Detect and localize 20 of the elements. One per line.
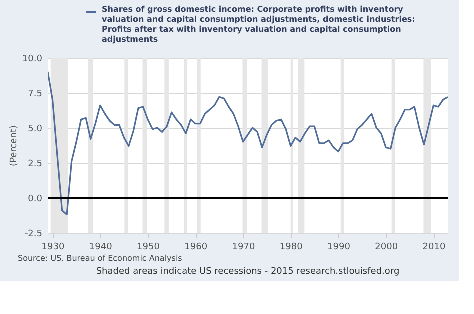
text: Shaded areas indicate US recessions - 2015 research.stlouisfed.org	[96, 267, 400, 277]
x-tick-label: 1930	[42, 242, 65, 252]
legend-label: Shares of gross domestic income: Corporate profits with inventory valuation and capital consumption adjustments, domestic industries: Profits after tax with inventory valuation and capital consumption adjustments	[102, 5, 416, 44]
y-tick-label: 2.5	[28, 160, 42, 170]
y-axis-title: (Percent)	[9, 126, 20, 166]
y-tick-label: 7.5	[28, 90, 42, 100]
x-tick-label: 1940	[89, 242, 113, 252]
x-tick-label: 1970	[232, 242, 256, 252]
y-tick-label: 0.0	[28, 194, 43, 204]
source-note: Source: US. Bureau of Economic Analysis	[18, 254, 182, 263]
x-tick-label: 2000	[375, 242, 398, 252]
x-tick-label: 2010	[422, 242, 446, 252]
x-tick-label: 1960	[184, 242, 208, 252]
y-tick-label: 10.0	[22, 54, 43, 64]
x-tick-label: 1950	[137, 242, 160, 252]
x-tick-label: 1990	[328, 242, 351, 252]
y-tick-label: -2.5	[24, 230, 42, 240]
x-tick-label: 1980	[280, 242, 304, 252]
y-tick-label: 5.0	[28, 124, 43, 134]
line-series	[48, 71, 448, 216]
